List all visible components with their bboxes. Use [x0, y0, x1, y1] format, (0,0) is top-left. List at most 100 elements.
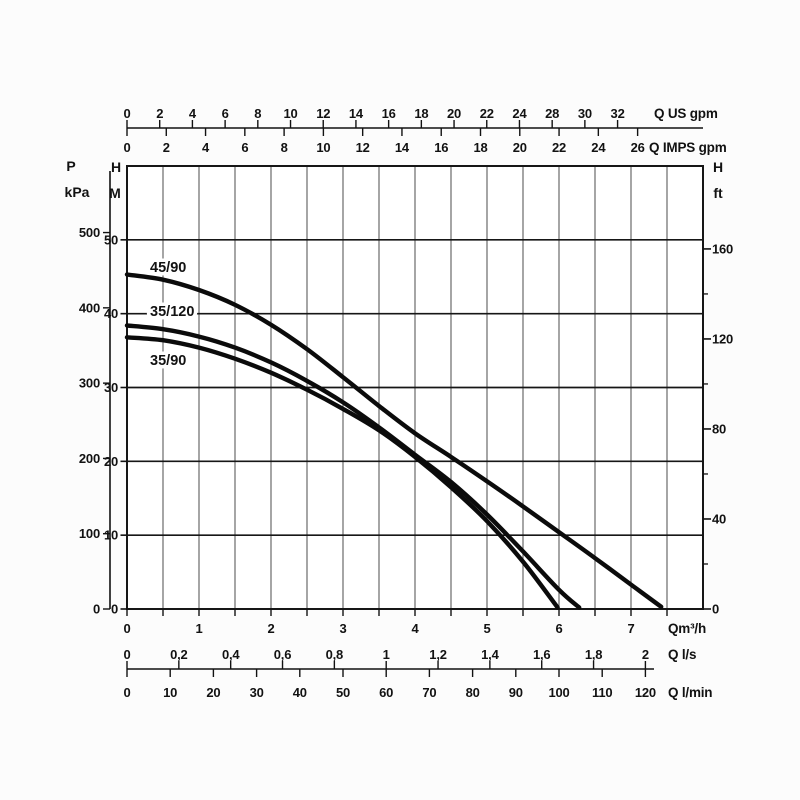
svg-text:0,4: 0,4: [222, 647, 240, 662]
svg-text:1,8: 1,8: [585, 647, 602, 662]
svg-text:10: 10: [283, 106, 297, 121]
svg-text:10: 10: [316, 140, 330, 155]
axis-left-m: 50 40 30 20 10 0 HM: [104, 159, 127, 617]
svg-text:20: 20: [447, 106, 461, 121]
svg-text:8: 8: [254, 106, 261, 121]
svg-text:200: 200: [79, 451, 100, 466]
svg-text:400: 400: [79, 300, 100, 315]
svg-text:20: 20: [206, 685, 220, 700]
svg-text:20: 20: [513, 140, 527, 155]
svg-text:2: 2: [156, 106, 163, 121]
svg-text:0,8: 0,8: [326, 647, 343, 662]
svg-text:0: 0: [123, 685, 130, 700]
svg-text:1: 1: [195, 621, 202, 636]
svg-text:90: 90: [509, 685, 523, 700]
svg-text:12: 12: [316, 106, 330, 121]
svg-text:Q l/s: Q l/s: [668, 647, 696, 662]
svg-text:12: 12: [356, 140, 370, 155]
svg-text:kPa: kPa: [65, 184, 90, 200]
svg-text:H: H: [713, 159, 723, 175]
svg-text:3: 3: [339, 621, 346, 636]
svg-text:40: 40: [293, 685, 307, 700]
svg-text:14: 14: [395, 140, 410, 155]
svg-text:8: 8: [281, 140, 288, 155]
curve-35-120: [124, 323, 582, 610]
svg-text:40: 40: [712, 511, 726, 526]
svg-text:22: 22: [552, 140, 566, 155]
curve-label-35-90: 35/90: [150, 353, 186, 369]
svg-text:18: 18: [473, 140, 487, 155]
svg-text:80: 80: [712, 421, 726, 436]
svg-text:100: 100: [548, 685, 569, 700]
svg-text:Q l/min: Q l/min: [668, 685, 712, 700]
svg-text:16: 16: [434, 140, 448, 155]
curve-label-35-120: 35/120: [150, 304, 194, 320]
svg-text:26: 26: [631, 140, 645, 155]
svg-text:10: 10: [163, 685, 177, 700]
curve-45-90: [124, 272, 664, 609]
svg-text:22: 22: [480, 106, 494, 121]
svg-text:1,4: 1,4: [481, 647, 499, 662]
svg-text:0: 0: [123, 106, 130, 121]
svg-text:0: 0: [123, 140, 130, 155]
svg-text:20: 20: [104, 454, 118, 469]
svg-text:6: 6: [241, 140, 248, 155]
svg-text:2: 2: [267, 621, 274, 636]
svg-text:80: 80: [466, 685, 480, 700]
svg-text:50: 50: [336, 685, 350, 700]
svg-text:100: 100: [79, 526, 100, 541]
curve-35-90: [124, 335, 560, 610]
svg-text:2: 2: [642, 647, 649, 662]
axis-right-ft: 160 120 80 40 0 Hft: [703, 159, 733, 617]
gridlines: [127, 166, 703, 609]
svg-text:ft: ft: [713, 185, 723, 201]
svg-text:18: 18: [414, 106, 428, 121]
svg-text:120: 120: [712, 331, 733, 346]
svg-text:10: 10: [104, 528, 118, 543]
axis-bottom-m3h: 0 1 2 3 4 5 6 7 Qm³/h: [123, 609, 706, 636]
svg-text:4: 4: [189, 106, 197, 121]
svg-text:0: 0: [93, 602, 100, 617]
svg-text:1: 1: [383, 647, 390, 662]
svg-text:6: 6: [555, 621, 562, 636]
svg-text:7: 7: [627, 621, 634, 636]
svg-text:Qm³/h: Qm³/h: [668, 621, 706, 636]
svg-text:M: M: [109, 185, 121, 201]
axis-top-us-imps-gpm: 0 2 4 6 8 10 12 14 16 18 20 22 24 28 30 320 2 4 6 8 10 12 14 16…: [123, 106, 726, 155]
svg-text:16: 16: [382, 106, 396, 121]
svg-text:40: 40: [104, 306, 118, 321]
svg-text:110: 110: [592, 685, 612, 700]
svg-text:0: 0: [712, 602, 719, 617]
svg-text:28: 28: [545, 106, 559, 121]
svg-text:30: 30: [578, 106, 592, 121]
svg-text:0,6: 0,6: [274, 647, 291, 662]
svg-text:1,6: 1,6: [533, 647, 550, 662]
svg-text:P: P: [66, 158, 75, 174]
svg-text:24: 24: [512, 106, 527, 121]
svg-text:5: 5: [483, 621, 490, 636]
svg-text:0: 0: [111, 602, 118, 617]
curve-label-45-90: 45/90: [150, 260, 186, 276]
svg-text:4: 4: [411, 621, 419, 636]
pump-curves: 45/90 35/120 35/90: [124, 256, 664, 610]
svg-text:Q IMPS gpm: Q IMPS gpm: [649, 140, 727, 155]
svg-text:30: 30: [250, 685, 264, 700]
svg-text:24: 24: [591, 140, 606, 155]
svg-text:160: 160: [712, 241, 733, 256]
svg-text:0,2: 0,2: [170, 647, 187, 662]
svg-text:0: 0: [123, 647, 130, 662]
svg-text:60: 60: [379, 685, 393, 700]
svg-text:120: 120: [635, 685, 656, 700]
svg-text:4: 4: [202, 140, 210, 155]
svg-text:50: 50: [104, 232, 118, 247]
axis-bottom-ls-lmin: 0 0,2 0,4 0,6 0,8 1 1,2 1,4 1,6 1,8 20 10 20 30 40 50 60…: [123, 647, 712, 700]
svg-text:Q US gpm: Q US gpm: [654, 106, 718, 121]
svg-text:500: 500: [79, 225, 100, 240]
svg-text:1,2: 1,2: [429, 647, 446, 662]
svg-text:70: 70: [422, 685, 436, 700]
svg-text:32: 32: [611, 106, 625, 121]
svg-text:300: 300: [79, 376, 100, 391]
